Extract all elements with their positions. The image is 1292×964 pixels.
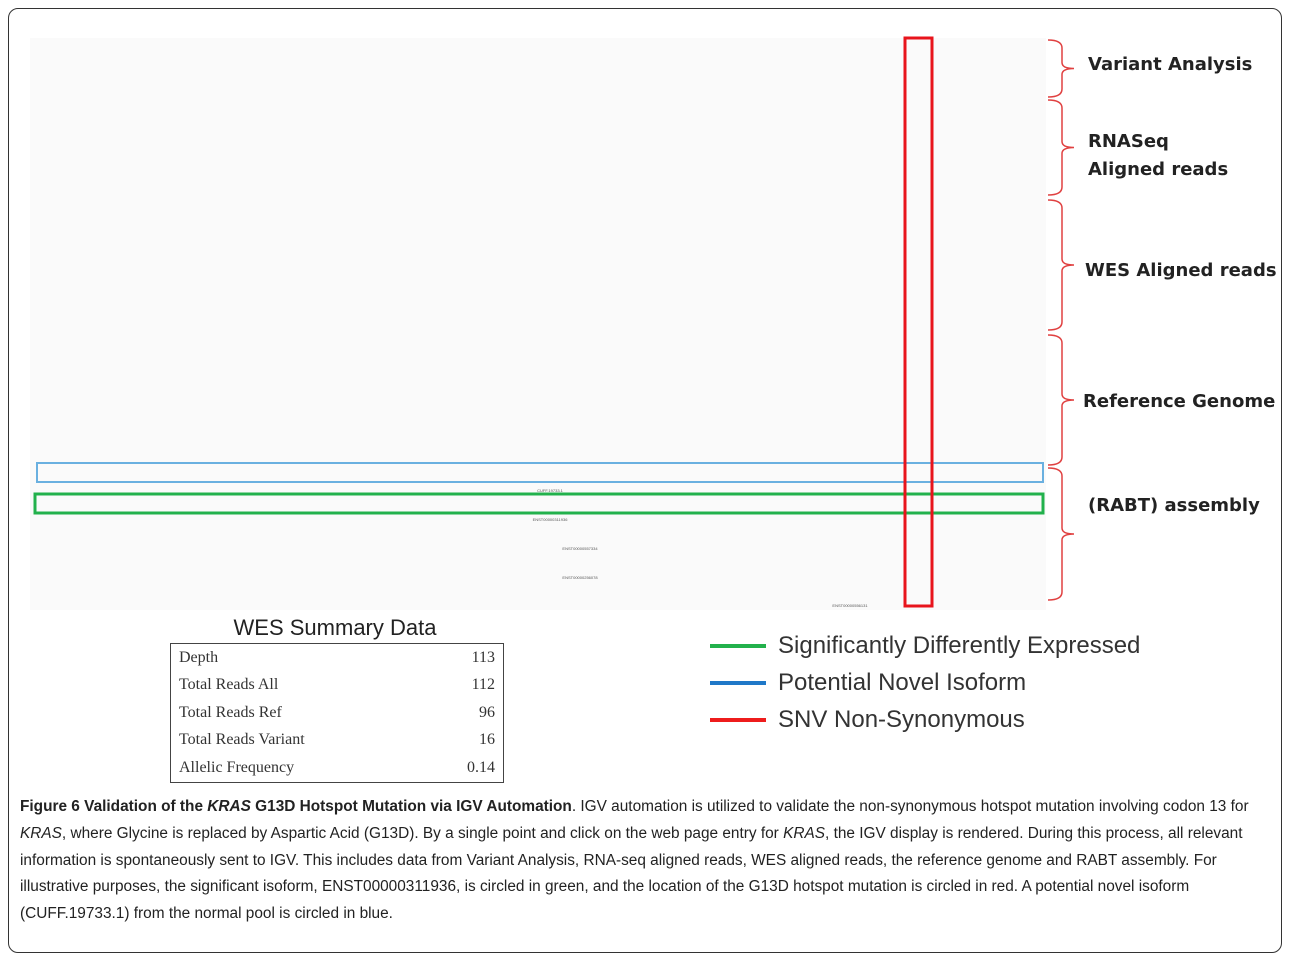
caption-title-part: Validation of the [84, 798, 207, 815]
table-cell: 96 [427, 699, 504, 727]
caption-text: , where Glycine is replaced by Aspartic … [62, 825, 783, 842]
legend-label: SNV Non-Synonymous [778, 706, 1025, 733]
table-cell: 112 [427, 672, 504, 700]
table-title: WES Summary Data [170, 615, 500, 641]
caption-text: KRAS [20, 825, 62, 842]
table-cell: 0.14 [427, 754, 504, 782]
legend-label: Potential Novel Isoform [778, 669, 1026, 696]
caption-title-part: KRAS [207, 798, 251, 815]
table-cell: Total Reads All [171, 672, 428, 700]
caption-text: KRAS [783, 825, 825, 842]
igv-panel [30, 38, 1046, 610]
track-label: Reference Genome [1083, 391, 1275, 412]
page: Variant Analysis RNASeq Aligned reads WE… [0, 0, 1292, 964]
caption: Figure 6 Validation of the KRAS G13D Hot… [20, 794, 1275, 928]
legend-swatch [710, 718, 766, 722]
table-cell: Total Reads Ref [171, 699, 428, 727]
track-label: Aligned reads [1088, 159, 1228, 180]
caption-title: Figure 6 Validation of the KRAS G13D Hot… [20, 798, 572, 815]
bracket [1048, 100, 1074, 195]
legend-entry: Significantly Differently Expressed [710, 632, 1140, 660]
transcript-label: ENST00000256078 [562, 575, 598, 580]
legend-entry: SNV Non-Synonymous [710, 706, 1025, 734]
track-label: Variant Analysis [1088, 54, 1252, 75]
caption-text: . IGV automation is utilized to validate… [572, 798, 1249, 815]
track-label: WES Aligned reads [1085, 260, 1277, 281]
transcript-label: ENST00000311936 [533, 517, 569, 522]
legend-swatch [710, 644, 766, 648]
bracket [1048, 335, 1074, 465]
caption-title-part: G13D Hotspot Mutation via IGV Automation [251, 798, 572, 815]
table-cell: Allelic Frequency [171, 754, 428, 782]
track-label: RNASeq [1088, 131, 1169, 152]
bracket [1048, 468, 1074, 600]
table-cell: Depth [171, 644, 428, 672]
transcript-label: ENST00000556131 [832, 603, 868, 608]
caption-label: Figure 6 [20, 798, 80, 815]
bracket [1048, 40, 1074, 97]
bracket [1048, 200, 1074, 330]
table-cell: 16 [427, 727, 504, 755]
legend-swatch [710, 681, 766, 685]
igv-view: Variant Analysis RNASeq Aligned reads WE… [0, 0, 1292, 620]
legend-label: Significantly Differently Expressed [778, 632, 1140, 659]
transcript-label: CUFF.19733.1 [537, 488, 564, 493]
transcript-label: ENST00000557334 [562, 546, 598, 551]
table-cell: Total Reads Variant [171, 727, 428, 755]
track-label: (RABT) assembly [1088, 495, 1260, 516]
table-cell: 113 [427, 644, 504, 672]
legend-entry: Potential Novel Isoform [710, 669, 1026, 697]
